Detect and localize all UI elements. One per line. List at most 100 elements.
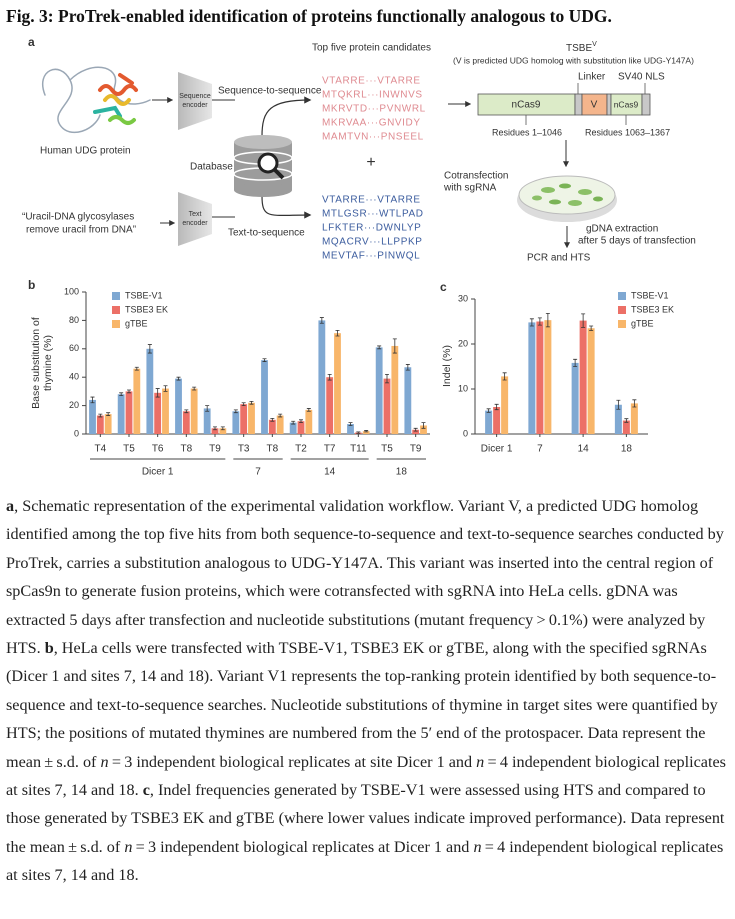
error-bar — [127, 389, 131, 394]
sequence-hit: VTARRE···VTARRE — [322, 195, 421, 206]
error-bar — [335, 329, 340, 337]
protein-graphic — [42, 66, 151, 134]
bar — [146, 348, 154, 434]
error-bar — [220, 426, 225, 431]
residues-label: Residues 1063–1367 — [585, 127, 670, 137]
y-tick-label: 20 — [69, 400, 79, 410]
figure-title: Fig. 3: ProTrek-enabled identification o… — [6, 6, 612, 26]
error-bar — [278, 413, 283, 418]
error-bar — [589, 325, 594, 331]
caption-text: = 4 independent biological replicates at… — [6, 752, 726, 800]
x-tick-label: T2 — [295, 444, 307, 455]
error-bar — [291, 420, 296, 425]
sequence-hit: MEVTAF···PINWQL — [322, 251, 420, 262]
caption: a, Schematic representation of the exper… — [6, 492, 733, 890]
error-bar — [494, 403, 499, 411]
error-bar — [299, 419, 303, 424]
caption-text: , Indel frequencies generated by TSBE-V1… — [6, 781, 725, 856]
bar — [133, 368, 141, 434]
error-bar — [421, 422, 426, 429]
step-label: with sgRNA — [443, 183, 497, 194]
error-bar — [486, 408, 491, 413]
caption-text: = 4 independent biological replicates at… — [6, 837, 724, 885]
error-bar — [106, 412, 111, 416]
construct-label: nCas9 — [614, 99, 639, 109]
caption-text: c — [142, 781, 150, 800]
x-tick-label: T5 — [381, 444, 393, 455]
x-tick-label: T3 — [238, 444, 250, 455]
x-tick-label: T9 — [209, 444, 221, 455]
petri-dish — [517, 175, 617, 222]
legend-label: gTBE — [125, 318, 148, 328]
caption-text: n — [124, 837, 133, 856]
x-tick-label: T5 — [123, 444, 135, 455]
step-label: after 5 days of transfection — [578, 236, 696, 247]
bar — [305, 409, 313, 434]
bar — [404, 367, 412, 434]
bar — [318, 320, 326, 434]
residues-label: Residues 1–1046 — [492, 127, 562, 137]
y-tick-label: 0 — [74, 428, 79, 438]
x-tick-label: T8 — [180, 444, 192, 455]
sequence-hit: VTARRE···VTARRE — [322, 76, 421, 87]
bar — [125, 391, 133, 434]
group-label: 7 — [255, 467, 261, 478]
bar — [182, 411, 190, 434]
construct-name: TSBE — [566, 43, 592, 54]
error-bar — [405, 364, 410, 371]
error-bar — [262, 358, 267, 362]
error-bar — [356, 431, 361, 434]
error-bar — [502, 372, 507, 381]
caption-text: n — [100, 752, 109, 771]
error-bar — [155, 388, 160, 398]
construct-name: TSBEV — [566, 41, 597, 54]
error-bar — [270, 417, 275, 422]
query-text: remove uracil from DNA” — [26, 225, 136, 236]
legend-label: gTBE — [631, 318, 654, 328]
figure: a Human UDG protein Sequence encoder Seq… — [22, 35, 696, 478]
legend-swatch — [618, 320, 626, 328]
encoder-label: Sequence — [179, 93, 211, 100]
y-tick-label: 40 — [69, 372, 79, 382]
error-bar — [98, 413, 103, 418]
arrow — [261, 96, 312, 137]
legend-label: TSBE3 EK — [125, 304, 168, 314]
candidates-title: Top five protein candidates — [312, 43, 431, 54]
encoder-label: Text — [189, 211, 202, 218]
bar — [104, 414, 112, 434]
error-bar — [385, 373, 389, 384]
caption-text: , HeLa cells were transfected with TSBE-… — [6, 639, 718, 771]
construct — [477, 83, 651, 125]
error-bar — [319, 317, 324, 324]
error-bar — [327, 373, 332, 381]
step-label: gDNA extraction — [586, 224, 658, 235]
construct-note: (V is predicted UDG homolog with substit… — [453, 55, 694, 65]
bar — [362, 431, 370, 434]
encoder-label: encoder — [182, 102, 208, 109]
bar — [261, 360, 268, 434]
sequence-hit: MKRVAA···GNVIDY — [322, 118, 421, 129]
error-bar — [573, 358, 578, 367]
bar — [154, 392, 162, 434]
caption-text: = 3 independent biological replicates at… — [132, 837, 474, 856]
search-label: Sequence-to-sequence — [218, 86, 322, 97]
error-bar — [147, 344, 152, 354]
error-bar — [163, 385, 168, 392]
bar — [289, 422, 297, 434]
y-axis-label: Indel (%) — [441, 345, 453, 388]
error-bar — [624, 418, 629, 423]
legend-swatch — [112, 306, 120, 314]
legend-label: TSBE-V1 — [125, 290, 163, 300]
bar — [375, 347, 383, 434]
bar — [614, 404, 622, 434]
error-bar — [581, 313, 586, 328]
bar — [579, 320, 587, 434]
y-tick-label: 30 — [458, 293, 468, 303]
caption-text: , Schematic representation of the experi… — [6, 497, 724, 658]
database-icon — [233, 135, 293, 197]
bar — [334, 333, 341, 434]
sequence-hit: MQACRV···LLPPKP — [322, 237, 423, 248]
y-tick-label: 20 — [458, 338, 468, 348]
construct-label: Linker — [578, 72, 606, 83]
